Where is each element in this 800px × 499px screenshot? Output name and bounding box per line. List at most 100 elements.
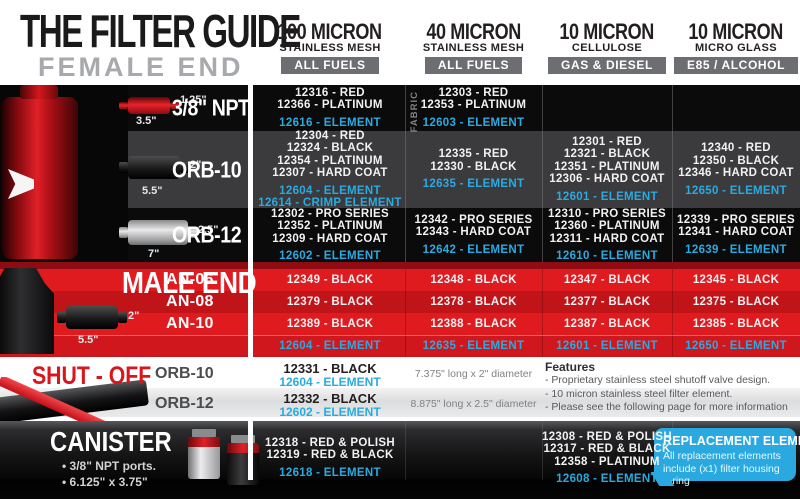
feature-item: - Proprietary stainless steel shutoff va…: [545, 374, 771, 386]
fabric-note: FABRIC: [409, 91, 420, 133]
canister-bullet: 3/8" NPT ports.: [62, 459, 156, 473]
part-number: 12310 - PRO SERIES: [548, 207, 666, 220]
dim-length: 7": [148, 248, 160, 260]
filter-graphic-black: [57, 306, 127, 329]
part-number: 12302 - PRO SERIES: [271, 207, 389, 220]
part-number: 12303 - RED: [438, 86, 509, 99]
part-cell: 12340 - RED 12350 - BLACK 12346 - HARD COA…: [672, 131, 800, 208]
part-number: 12389 - BLACK: [286, 317, 374, 330]
section-subtitle-female-end: FEMALE END: [38, 52, 244, 82]
part-cell: 12347 - BLACK: [542, 269, 672, 291]
canister-silver-photo: [188, 429, 220, 479]
part-number: 12304 - RED: [295, 129, 365, 142]
element-number: 12608 - ELEMENT: [556, 473, 658, 485]
column-header: 40 MICRON STAINLESS MESH ALL FUELS: [405, 21, 542, 74]
part-number: 12321 - BLACK: [563, 148, 651, 161]
element-number: 12604 - ELEMENT: [279, 184, 381, 197]
element-number: 12635 - ELEMENT: [422, 339, 525, 352]
element-number: 12650 - ELEMENT: [685, 339, 787, 352]
row-label-shutoff-orb10: ORB-10: [155, 365, 214, 382]
dim-length: 5.5": [142, 185, 163, 197]
element-number: 12642 - ELEMENT: [422, 243, 525, 256]
dim-height: 1.25": [180, 94, 207, 106]
label-data-divider: [248, 262, 253, 357]
row-label-an06: AN-06: [166, 271, 214, 288]
male-row-an10: [0, 313, 800, 335]
part-number: 12385 - BLACK: [692, 317, 780, 330]
part-cell: 12389 - BLACK: [255, 313, 405, 335]
part-cell: 12318 - RED & POLISH 12319 - RED & BLACK 1…: [255, 428, 405, 488]
dim-height: 2": [190, 159, 202, 171]
part-cell: 12601 - ELEMENT: [542, 335, 672, 357]
part-cell: 12375 - BLACK: [672, 291, 800, 313]
column-divider: [542, 269, 543, 356]
part-number: 12335 - RED: [438, 148, 509, 161]
canister-table: CANISTER 3/8" NPT ports. 6.125" x 3.75" …: [0, 421, 800, 499]
column-divider: [405, 85, 406, 262]
part-number: 12324 - BLACK: [286, 142, 374, 154]
part-number: 12378 - BLACK: [430, 295, 517, 308]
callout-body: All replacement elements include (x1) fi…: [663, 450, 781, 487]
part-cell: 12388 - BLACK: [405, 313, 542, 335]
column-header: 10 MICRON MICRO GLASS E85 / ALCOHOL: [672, 21, 800, 74]
row-title: ORB-12: [172, 221, 242, 248]
column-fuel-badge: E85 / ALCOHOL: [673, 57, 799, 74]
part-cell: 12301 - RED 12321 - BLACK 12351 - PLATINUM…: [542, 131, 672, 208]
part-number: 12358 - PLATINUM: [554, 455, 660, 468]
part-number: 12351 - PLATINUM: [554, 160, 660, 173]
features-title: Features: [545, 360, 596, 374]
size-note: 7.375" long x 2" diameter: [414, 368, 533, 380]
part-number: 12347 - BLACK: [563, 273, 651, 286]
part-cell: 12310 - PRO SERIES 12360 - PLATINUM 12311 …: [542, 207, 672, 263]
part-cell: 12650 - ELEMENT: [672, 335, 800, 357]
element-number: 12602 - ELEMENT: [279, 405, 381, 419]
part-number: 12349 - BLACK: [286, 273, 374, 286]
column-divider: [672, 85, 673, 262]
column-divider: [405, 421, 406, 480]
part-cell: 12348 - BLACK: [405, 269, 542, 291]
column-header: 100 MICRON STAINLESS MESH ALL FUELS: [255, 21, 405, 74]
element-number: 12616 - ELEMENT: [279, 116, 381, 129]
part-number: 12388 - BLACK: [430, 317, 517, 330]
part-cell: 12342 - PRO SERIES 12343 - HARD COAT 12642…: [405, 208, 542, 262]
column-media-label: MICRO GLASS: [694, 42, 777, 54]
part-number: 12319 - RED & BLACK: [266, 449, 394, 462]
label-data-divider: [248, 85, 253, 262]
part-number: 12318 - RED & POLISH: [265, 436, 395, 449]
part-cell: 12302 - PRO SERIES 12352 - PLATINUM 12309 …: [255, 207, 405, 263]
shutoff-table: SHUT - OFF ORB-10 ORB-12 12331 - BLACK 1…: [0, 357, 800, 421]
row-label-shutoff-orb12: ORB-12: [155, 395, 214, 412]
part-cell: 12304 - RED 12324 - BLACK 12354 - PLATINUM…: [255, 129, 405, 210]
feature-item: - Please see the following page for more…: [545, 401, 788, 413]
shutoff-title: SHUT - OFF: [32, 362, 152, 390]
male-row-an06: [0, 269, 800, 291]
row-title: 3/8" NPT: [172, 94, 250, 121]
element-number: 12604 - ELEMENT: [279, 375, 381, 389]
column-divider: [405, 269, 406, 356]
part-cell: 12339 - PRO SERIES 12341 - HARD COAT 12639…: [672, 208, 800, 262]
element-number: 12602 - ELEMENT: [279, 250, 381, 262]
column-micron-label: 40 MICRON: [426, 19, 521, 44]
part-number: 12379 - BLACK: [286, 295, 374, 308]
part-cell: [542, 85, 672, 131]
part-cell: 12385 - BLACK: [672, 313, 800, 335]
part-number: 12352 - PLATINUM: [277, 220, 383, 232]
part-number: 12309 - HARD COAT: [272, 232, 388, 245]
part-number: 12346 - HARD COAT: [678, 167, 794, 179]
row-label-orb10: 2" 5.5" ORB-10: [119, 131, 255, 208]
filter-graphic-red: [119, 97, 179, 114]
features-list: - Proprietary stainless steel shutoff va…: [545, 374, 788, 415]
element-number: 12604 - ELEMENT: [279, 339, 381, 352]
element-number: 12601 - ELEMENT: [556, 190, 658, 203]
element-number: 12610 - ELEMENT: [556, 250, 658, 262]
part-number: 12311 - HARD COAT: [549, 232, 665, 245]
part-number: 12341 - HARD COAT: [678, 226, 794, 239]
part-number: 12387 - BLACK: [563, 317, 651, 330]
dim-length: 3.5": [136, 115, 157, 127]
callout-title: REPLACEMENT ELEMENTS: [663, 434, 800, 448]
row-label-an10: AN-10: [166, 315, 214, 332]
part-cell: 12377 - BLACK: [542, 291, 672, 313]
dim-height: 2": [128, 310, 140, 322]
red-filter-photo: [0, 85, 128, 262]
